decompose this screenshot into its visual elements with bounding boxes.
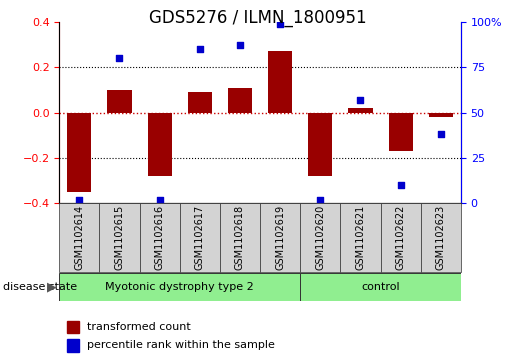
Bar <box>59 273 300 301</box>
Text: GSM1102622: GSM1102622 <box>396 205 406 270</box>
Point <box>75 197 83 203</box>
Bar <box>188 92 212 113</box>
Bar <box>67 321 79 333</box>
Point <box>196 46 204 52</box>
Bar <box>220 203 260 272</box>
Bar <box>180 203 220 272</box>
Point <box>115 55 124 61</box>
Bar <box>381 203 421 272</box>
Bar <box>108 90 131 113</box>
Point <box>437 131 445 137</box>
Text: GSM1102616: GSM1102616 <box>154 205 165 270</box>
Text: percentile rank within the sample: percentile rank within the sample <box>88 340 275 350</box>
Point <box>397 182 405 188</box>
Bar <box>300 203 340 272</box>
Bar <box>260 203 300 272</box>
Bar <box>148 113 171 176</box>
Text: GSM1102614: GSM1102614 <box>74 205 84 270</box>
Text: GSM1102621: GSM1102621 <box>355 205 366 270</box>
Text: GSM1102620: GSM1102620 <box>315 205 325 270</box>
Bar <box>300 273 461 301</box>
Text: GSM1102619: GSM1102619 <box>275 205 285 270</box>
Bar <box>308 113 332 176</box>
Bar <box>59 203 99 272</box>
Bar <box>389 113 413 151</box>
Text: control: control <box>362 282 400 292</box>
Text: GDS5276 / ILMN_1800951: GDS5276 / ILMN_1800951 <box>149 9 366 27</box>
Text: GSM1102615: GSM1102615 <box>114 205 125 270</box>
Bar <box>67 113 91 192</box>
Bar <box>340 203 381 272</box>
Text: transformed count: transformed count <box>88 322 191 332</box>
Text: disease state: disease state <box>3 282 77 292</box>
Bar <box>228 87 252 113</box>
Bar <box>99 203 140 272</box>
Point <box>236 42 244 48</box>
Bar <box>268 51 292 113</box>
Text: Myotonic dystrophy type 2: Myotonic dystrophy type 2 <box>106 282 254 292</box>
Bar <box>429 113 453 117</box>
Bar <box>421 203 461 272</box>
Point <box>276 21 284 26</box>
Text: GSM1102618: GSM1102618 <box>235 205 245 270</box>
Point <box>356 97 365 103</box>
Point <box>156 197 164 203</box>
Bar <box>349 108 372 113</box>
Point <box>316 197 324 203</box>
Text: ▶: ▶ <box>47 280 56 293</box>
Text: GSM1102623: GSM1102623 <box>436 205 446 270</box>
Bar <box>140 203 180 272</box>
Bar <box>67 339 79 351</box>
Text: GSM1102617: GSM1102617 <box>195 205 205 270</box>
